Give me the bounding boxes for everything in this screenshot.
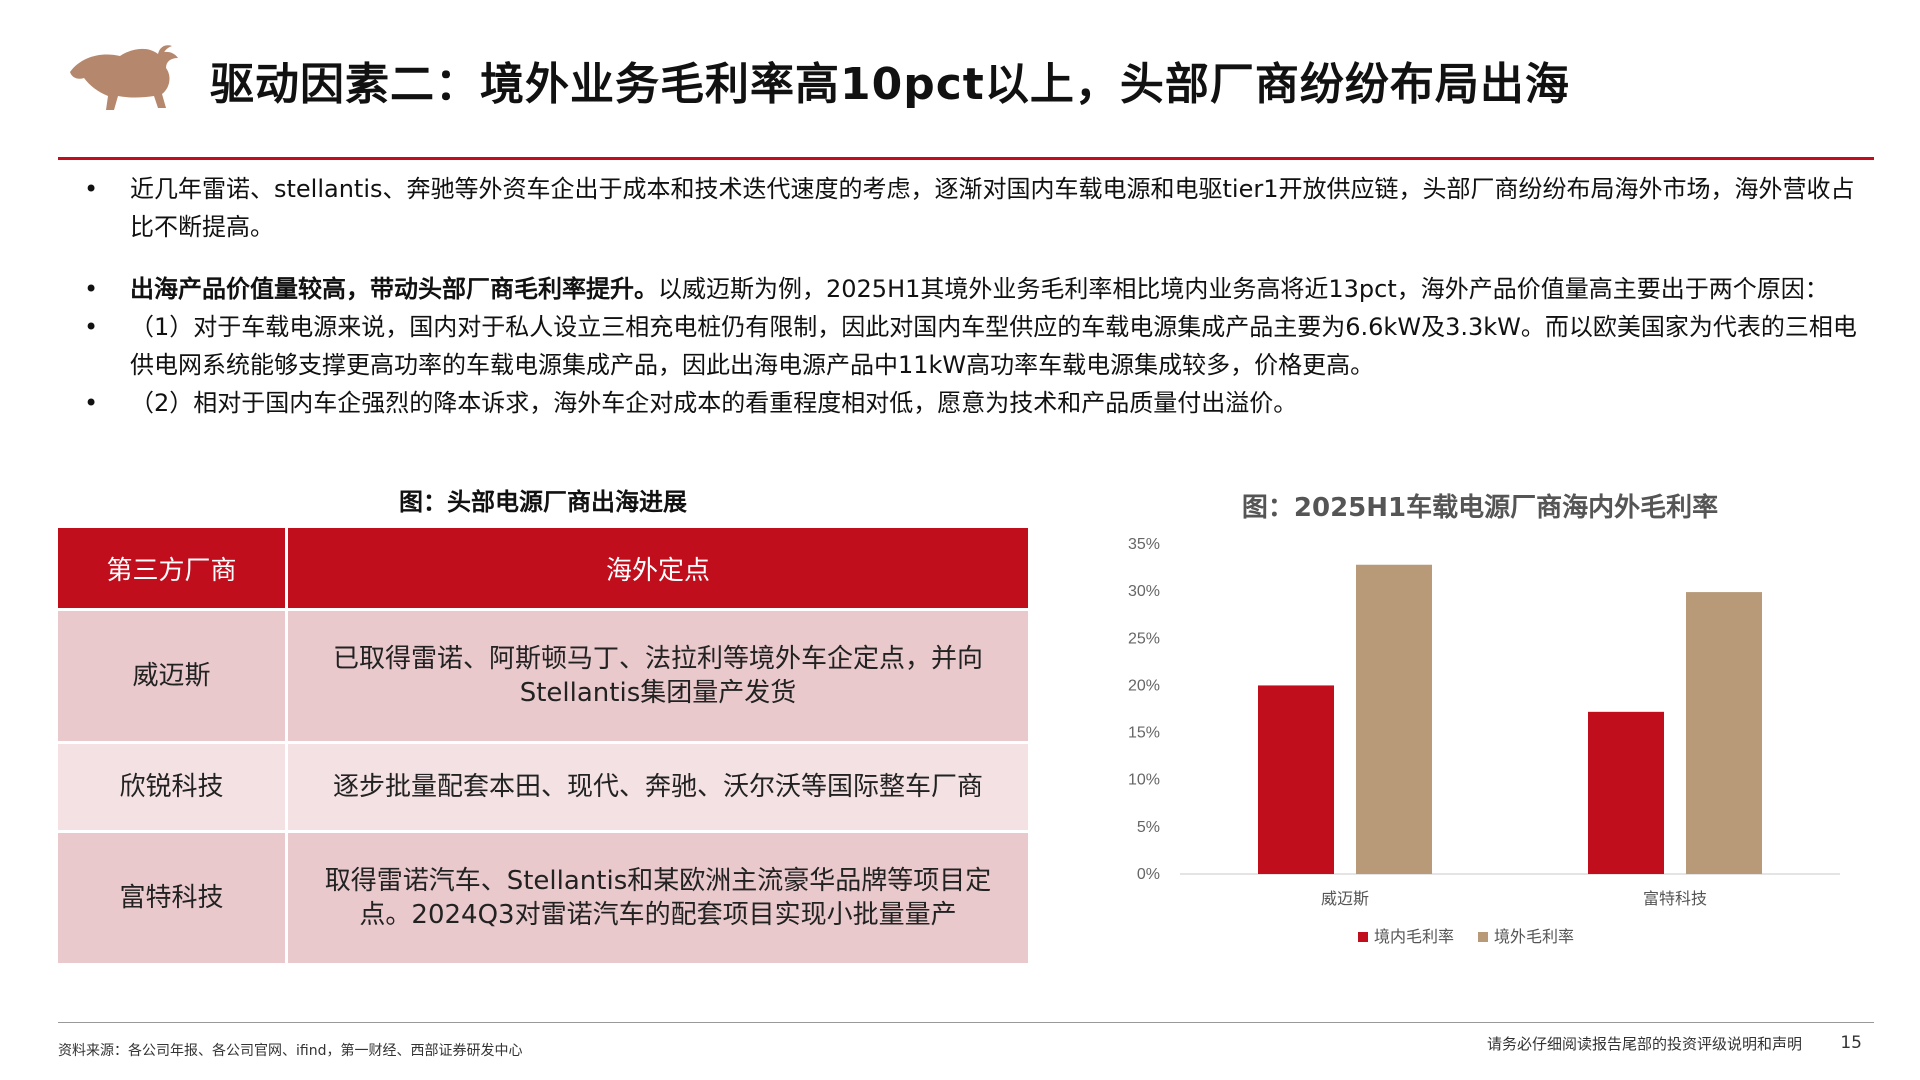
title-divider <box>58 157 1874 160</box>
table-cell-company: 欣锐科技 <box>58 744 288 833</box>
legend-label: 境外毛利率 <box>1494 927 1574 946</box>
bullet-text: （1）对于车载电源来说，国内对于私人设立三相充电桩仍有限制，因此对国内车型供应的… <box>130 313 1857 379</box>
x-tick-label: 威迈斯 <box>1321 889 1369 908</box>
bullet-bold-text: 出海产品价值量较高，带动头部厂商毛利率提升。 <box>130 275 658 303</box>
bullet-text: 以威迈斯为例，2025H1其境外业务毛利率相比境内业务高将近13pct，海外产品… <box>658 275 1829 303</box>
bullet-item: • 出海产品价值量较高，带动头部厂商毛利率提升。以威迈斯为例，2025H1其境外… <box>80 270 1870 308</box>
page-title: 驱动因素二：境外业务毛利率高10pct以上，头部厂商纷纷布局出海 <box>210 59 1570 110</box>
table-header-detail: 海外定点 <box>288 528 1028 611</box>
page-number: 15 <box>1840 1033 1862 1053</box>
table-header-row: 第三方厂商 海外定点 <box>58 528 1028 611</box>
table-header-company: 第三方厂商 <box>58 528 288 611</box>
table-cell-company: 威迈斯 <box>58 611 288 744</box>
legend-swatch <box>1478 932 1488 942</box>
bullet-item: • （1）对于车载电源来说，国内对于私人设立三相充电桩仍有限制，因此对国内车型供… <box>80 308 1870 384</box>
bar <box>1258 685 1334 874</box>
y-tick-label: 5% <box>1137 819 1160 836</box>
bullet-list: • 近几年雷诺、stellantis、奔驰等外资车企出于成本和技术迭代速度的考虑… <box>80 170 1870 422</box>
legend-swatch <box>1358 932 1368 942</box>
table-cell-detail: 逐步批量配套本田、现代、奔驰、沃尔沃等国际整车厂商 <box>288 744 1028 833</box>
y-tick-label: 10% <box>1128 772 1160 789</box>
x-tick-label: 富特科技 <box>1643 889 1707 908</box>
y-tick-label: 25% <box>1128 630 1160 647</box>
y-tick-label: 20% <box>1128 677 1160 694</box>
chart-title: 图：2025H1车载电源厂商海内外毛利率 <box>1241 493 1719 523</box>
table-cell-detail: 取得雷诺汽车、Stellantis和某欧洲主流豪华品牌等项目定 点。2024Q3对… <box>288 833 1028 966</box>
table-row: 威迈斯 已取得雷诺、阿斯顿马丁、法拉利等境外车企定点，并向 Stellantis集… <box>58 611 1028 744</box>
table-cell-company: 富特科技 <box>58 833 288 966</box>
table-cell-detail: 已取得雷诺、阿斯顿马丁、法拉利等境外车企定点，并向 Stellantis集团量产发… <box>288 611 1028 744</box>
bull-logo-icon <box>70 45 178 110</box>
table-row: 欣锐科技 逐步批量配套本田、现代、奔驰、沃尔沃等国际整车厂商 <box>58 744 1028 833</box>
bar <box>1588 711 1664 874</box>
table-caption: 图：头部电源厂商出海进展 <box>399 488 687 516</box>
bullet-marker: • <box>84 313 99 341</box>
y-tick-label: 15% <box>1128 725 1160 742</box>
bullet-marker: • <box>84 175 99 203</box>
bullet-text: （2）相对于国内车企强烈的降本诉求，海外车企对成本的看重程度相对低，愿意为技术和… <box>130 389 1298 417</box>
footer-divider <box>58 1022 1874 1023</box>
bar <box>1356 564 1432 874</box>
source-note: 资料来源：各公司年报、各公司官网、ifind，第一财经、西部证券研发中心 <box>58 1043 523 1059</box>
table-row: 富特科技 取得雷诺汽车、Stellantis和某欧洲主流豪华品牌等项目定 点。20… <box>58 833 1028 966</box>
bullet-text: 近几年雷诺、stellantis、奔驰等外资车企出于成本和技术迭代速度的考虑，逐… <box>130 175 1855 241</box>
legend-label: 境内毛利率 <box>1374 927 1454 946</box>
bullet-marker: • <box>84 389 99 417</box>
y-tick-label: 30% <box>1128 583 1160 600</box>
disclaimer: 请务必仔细阅读报告尾部的投资评级说明和声明 <box>1486 1035 1802 1053</box>
bullet-marker: • <box>84 275 99 303</box>
overseas-progress-table: 第三方厂商 海外定点 威迈斯 已取得雷诺、阿斯顿马丁、法拉利等境外车企定点，并向… <box>58 528 1028 966</box>
bullet-item: • （2）相对于国内车企强烈的降本诉求，海外车企对成本的看重程度相对低，愿意为技… <box>80 384 1870 422</box>
y-tick-label: 0% <box>1137 866 1160 883</box>
bullet-item: • 近几年雷诺、stellantis、奔驰等外资车企出于成本和技术迭代速度的考虑… <box>80 170 1870 246</box>
bar <box>1686 592 1762 874</box>
y-tick-label: 35% <box>1128 536 1160 553</box>
